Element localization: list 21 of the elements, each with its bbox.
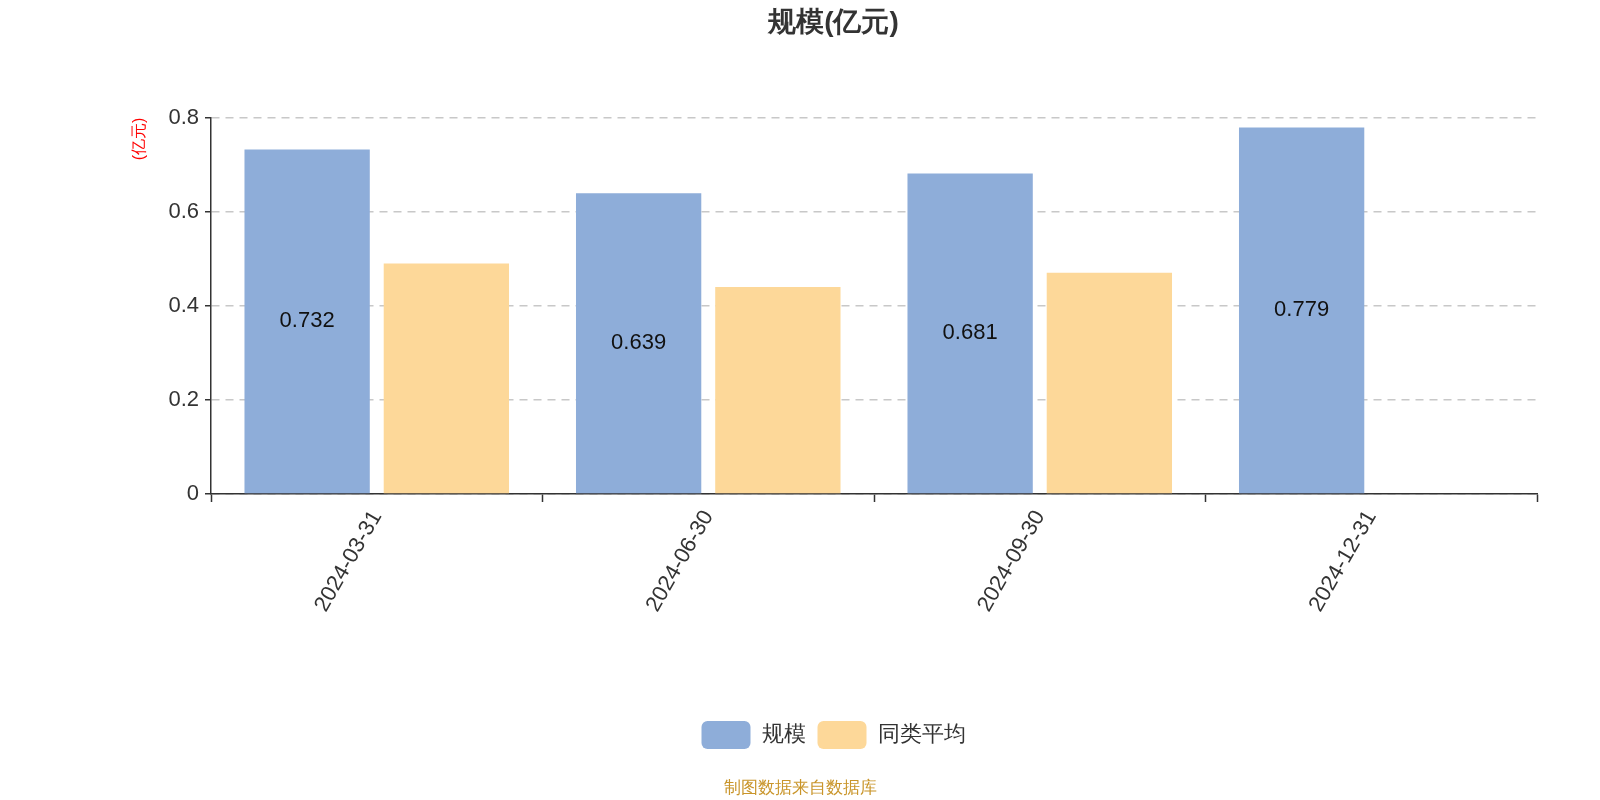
- data-label: 0.779: [1274, 296, 1330, 322]
- data-label: 0.681: [942, 319, 998, 345]
- bar: [1046, 272, 1173, 494]
- bar: [1238, 127, 1365, 494]
- text: 制图数据来自数据库: [723, 777, 877, 797]
- legend-label: 同类平均: [877, 721, 966, 747]
- bar: [244, 149, 370, 494]
- y-tick-label: 0.8: [168, 103, 199, 129]
- bar: [907, 173, 1033, 494]
- bar: [383, 263, 510, 494]
- y-tick-label: 0: [186, 480, 199, 506]
- y-tick-label: 0.2: [168, 385, 199, 411]
- data-label: 0.732: [279, 307, 335, 333]
- y-tick-label: 0.6: [168, 197, 199, 223]
- chart-title: 规模(亿元): [767, 5, 899, 37]
- y-tick-label: 0.4: [168, 291, 199, 317]
- bar: [715, 286, 841, 494]
- y-axis-title: (亿元): [130, 117, 148, 161]
- bar: [575, 193, 702, 494]
- legend-label: 规模: [761, 721, 806, 747]
- data-label: 0.639: [611, 329, 667, 355]
